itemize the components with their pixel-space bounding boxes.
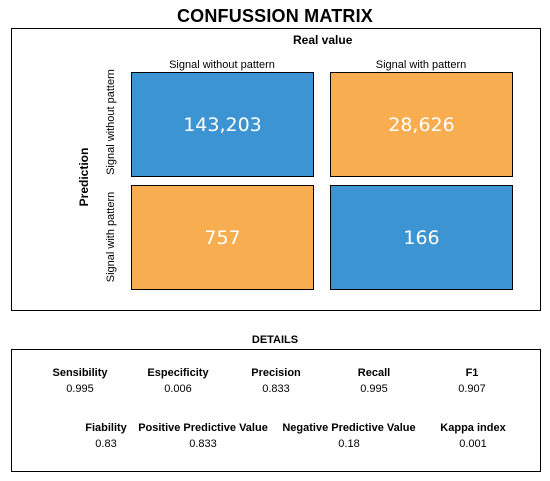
metric-value: 0.995	[360, 383, 388, 395]
metric-precision: Precision 0.833	[236, 367, 316, 395]
metric-fiability: Fiability 0.83	[66, 422, 146, 450]
column-label-signal-with-pattern: Signal with pattern	[375, 59, 467, 71]
metric-label: Precision	[251, 367, 301, 379]
metric-label: Positive Predictive Value	[138, 422, 268, 434]
metric-label: Especificity	[147, 367, 209, 379]
metric-label: F1	[465, 367, 479, 379]
row-label-signal-without-pattern: Signal without pattern	[105, 69, 117, 175]
page-title: CONFUSSION MATRIX	[176, 6, 374, 26]
metric-label: Fiability	[85, 422, 127, 434]
metric-f1: F1 0.907	[432, 367, 512, 395]
metric-value: 0.18	[338, 438, 360, 450]
metric-value: 0.907	[458, 383, 486, 395]
cell-with-with: 166	[330, 185, 513, 290]
metric-label: Recall	[357, 367, 391, 379]
x-axis-title: Real value	[293, 33, 353, 47]
y-axis-title: Prediction	[77, 147, 91, 207]
metric-recall: Recall 0.995	[334, 367, 414, 395]
metric-kappa-index: Kappa index 0.001	[428, 422, 518, 450]
column-label-signal-without-pattern: Signal without pattern	[169, 59, 275, 71]
metric-positive-predictive-value: Positive Predictive Value 0.833	[133, 422, 273, 450]
cell-with-without: 757	[131, 185, 314, 290]
metric-value: 0.83	[95, 438, 117, 450]
metric-especificity: Especificity 0.006	[138, 367, 218, 395]
metric-value: 0.001	[459, 438, 487, 450]
cell-without-without: 143,203	[131, 72, 314, 177]
metric-label: Negative Predictive Value	[282, 422, 416, 434]
metric-value: 0.995	[66, 383, 94, 395]
metric-value: 0.833	[189, 438, 217, 450]
metric-value: 0.006	[164, 383, 192, 395]
metric-value: 0.833	[262, 383, 290, 395]
details-title: DETAILS	[251, 334, 299, 346]
confusion-matrix-panel	[11, 28, 541, 311]
metric-sensibility: Sensibility 0.995	[40, 367, 120, 395]
metric-label: Kappa index	[440, 422, 506, 434]
details-panel	[11, 349, 541, 472]
cell-without-with: 28,626	[330, 72, 513, 177]
metric-negative-predictive-value: Negative Predictive Value 0.18	[279, 422, 419, 450]
metric-label: Sensibility	[52, 367, 108, 379]
row-label-signal-with-pattern: Signal with pattern	[105, 191, 117, 283]
